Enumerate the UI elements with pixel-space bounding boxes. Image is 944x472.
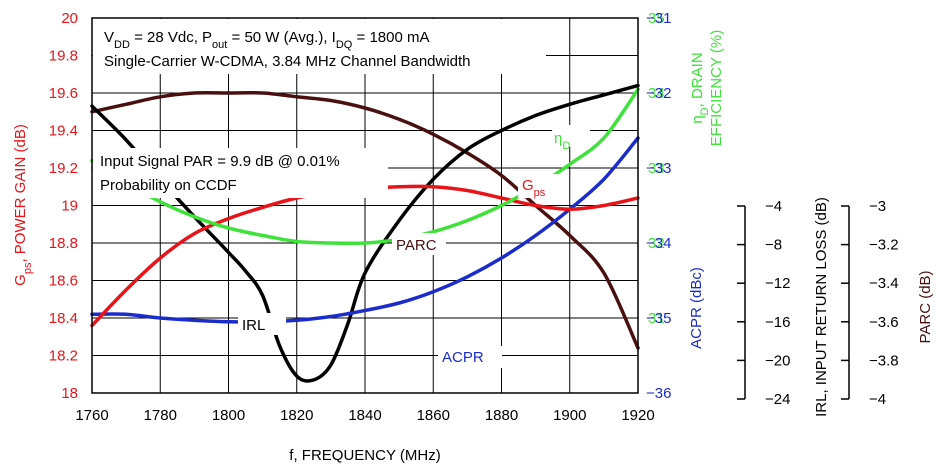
efficiency-tick-label: 31: [648, 310, 665, 327]
gain-axis-title: Gps, POWER GAIN (dB): [12, 124, 34, 286]
gain-tick-label: 18.8: [49, 235, 78, 252]
x-tick-label: 1880: [485, 407, 518, 424]
irl-label-bg: [238, 313, 286, 335]
acpr-tick-label: −33: [646, 160, 671, 177]
gain-tick-label: 19.2: [49, 160, 78, 177]
acpr-axis-title: ACPR (dBc): [688, 267, 705, 349]
x-tick-label: 1780: [144, 407, 177, 424]
parc-axis-title: PARC (dB): [917, 270, 934, 343]
acpr-tick-label: −35: [646, 310, 671, 327]
gain-tick-label: 18.6: [49, 273, 78, 290]
series-label-acpr: ACPR: [442, 349, 484, 366]
irl-tick-label: −4: [765, 198, 782, 215]
x-tick-label: 1900: [553, 407, 586, 424]
efficiency-tick-label: 34: [648, 85, 665, 102]
gain-tick-label: 19.8: [49, 48, 78, 65]
series-label-irl: IRL: [242, 317, 265, 334]
plot-frame: [91, 17, 639, 394]
gps-label-bg: [518, 174, 558, 198]
irl-tick-label: −16: [765, 314, 790, 331]
gain-tick-label: 18: [61, 385, 78, 402]
acpr-tick-label: −31: [646, 10, 671, 27]
axis-ticks: 1760 1780 1800 1820 1840 1860 1880 1900 19201818…: [49, 10, 899, 424]
irl-tick-label: −8: [765, 237, 782, 254]
irl-tick-label: −20: [765, 352, 790, 369]
gain-tick-label: 19.4: [49, 123, 78, 140]
acpr-tick-label: −36: [646, 385, 671, 402]
parc-tick-label: −4: [869, 391, 886, 408]
x-tick-label: 1920: [621, 407, 654, 424]
efficiency-axis-title-line2: EFFICIENCY (%): [708, 30, 725, 146]
series-label-efficiency: ηD: [554, 130, 570, 152]
acpr-tick-label: −34: [646, 235, 671, 252]
efficiency-tick-label: 32: [648, 235, 665, 252]
series-label-parc: PARC: [396, 237, 437, 254]
gain-tick-label: 20: [61, 10, 78, 27]
parc-tick-label: −3.8: [869, 352, 899, 369]
x-tick-label: 1860: [417, 407, 450, 424]
efficiency-axis-title-line1: ηD, DRAIN: [689, 52, 711, 123]
conditions-annotation: VDD = 28 Vdc, Pout = 50 W (Avg.), IDQ = …: [93, 19, 546, 74]
x-axis-title: f, FREQUENCY (MHz): [289, 447, 440, 464]
signal-line1: Input Signal PAR = 9.9 dB @ 0.01%: [100, 153, 340, 170]
parc-tick-label: −3.6: [869, 314, 899, 331]
x-tick-label: 1820: [280, 407, 313, 424]
efficiency-tick-label: 35: [648, 10, 665, 27]
gain-tick-label: 19: [61, 198, 78, 215]
eta-label-bg: [552, 125, 590, 147]
acpr-tick-label: −32: [646, 85, 671, 102]
x-tick-label: 1840: [348, 407, 381, 424]
x-tick-label: 1760: [75, 407, 108, 424]
gain-tick-label: 18.4: [49, 310, 78, 327]
signal-line2: Probability on CCDF: [100, 177, 237, 194]
series-line-parc: [90, 90, 640, 350]
bandwidth-label: Single-Carrier W-CDMA, 3.84 MHz Channel …: [104, 53, 471, 70]
parc-tick-label: −3.4: [869, 275, 899, 292]
series-line-acpr: [90, 136, 640, 324]
parc-tick-label: −3.2: [869, 237, 899, 254]
plot-grid: [92, 18, 638, 393]
irl-tick-label: −24: [765, 391, 790, 408]
gain-tick-label: 18.2: [49, 348, 78, 365]
parc-tick-label: −3: [869, 198, 886, 215]
irl-tick-label: −12: [765, 275, 790, 292]
acpr-label-bg: [438, 346, 502, 368]
parc-label-bg: [392, 233, 446, 255]
irl-axis-title: IRL, INPUT RETURN LOSS (dB): [813, 197, 830, 417]
x-tick-label: 1800: [212, 407, 245, 424]
series-label-gain: Gps: [522, 177, 546, 199]
signal-annotation: Input Signal PAR = 9.9 dB @ 0.01% Probab…: [93, 148, 388, 198]
gain-tick-label: 19.6: [49, 85, 78, 102]
efficiency-tick-label: 33: [648, 160, 665, 177]
